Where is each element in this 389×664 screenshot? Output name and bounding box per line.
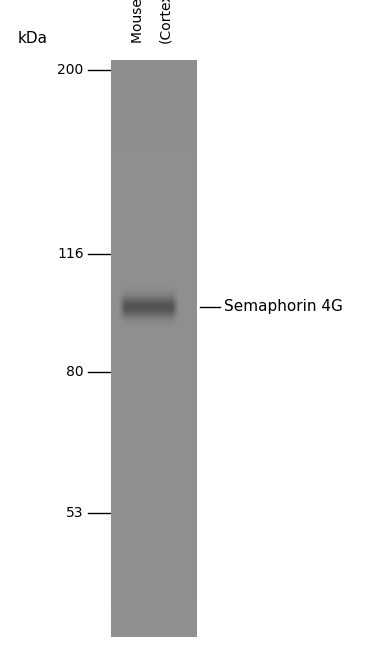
- Text: 200: 200: [58, 62, 84, 77]
- Text: Semaphorin 4G: Semaphorin 4G: [224, 299, 343, 314]
- Text: 53: 53: [66, 505, 84, 520]
- Text: 116: 116: [57, 246, 84, 261]
- Text: 80: 80: [66, 365, 84, 379]
- Text: Mouse Brain: Mouse Brain: [131, 0, 145, 43]
- Text: (Cortex): (Cortex): [158, 0, 172, 43]
- Text: kDa: kDa: [18, 31, 48, 46]
